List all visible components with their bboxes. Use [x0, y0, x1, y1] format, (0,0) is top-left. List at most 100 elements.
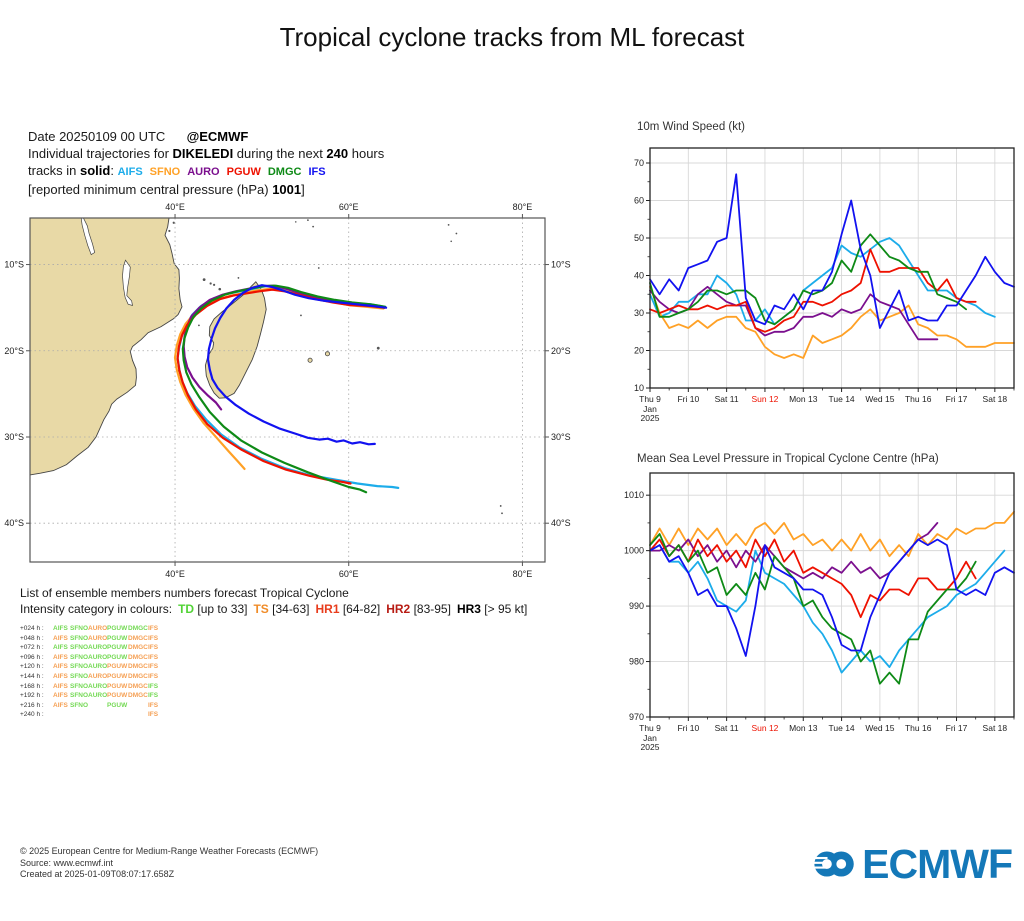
- intensity-range: [64-82]: [339, 602, 381, 616]
- tick-label: 20°S: [4, 346, 24, 356]
- x-tick-sun-12: Sun 12: [751, 394, 778, 404]
- model-label-ifs: IFS: [308, 166, 326, 178]
- ecmwf-logo-text: ECMWF: [862, 840, 1013, 887]
- tick-label: 2025: [641, 413, 660, 423]
- legend-cell: AURO: [88, 682, 108, 690]
- series-pguw: [649, 248, 977, 333]
- legend-row: +144 h : AIFS SFNOAUROPGUWDMGCIFS: [20, 672, 527, 682]
- model-name-list: AIFS SFNO AURO PGUW DMGC IFS: [118, 163, 333, 178]
- series-dmgc: [649, 233, 968, 326]
- legend-cell: AIFS: [53, 672, 68, 680]
- lead-time-label: +240 h :: [20, 711, 44, 719]
- x-tick-tue-14: Tue 14: [829, 394, 855, 404]
- legend-cell: [128, 701, 148, 711]
- legend-cell: SFNO: [70, 682, 89, 690]
- wind-speed-chart: 10m Wind Speed (kt) 10 20 30 40 50 60 70 Thu 9Ja…: [634, 121, 1015, 423]
- x-tick-thu-16: Thu 16: [905, 394, 932, 404]
- legend-cell: IFS: [148, 644, 159, 652]
- legend-cell: PGUW: [107, 625, 128, 632]
- series-pguw: [649, 538, 977, 619]
- x-tick-thu-9: Thu 9: [639, 723, 661, 733]
- series-ifs: [649, 173, 1015, 329]
- tick-label: 20°S: [551, 346, 571, 356]
- model-label-auro: AURO: [187, 166, 220, 178]
- legend-cell: AIFS: [53, 663, 68, 671]
- legend-cell: PGUW: [107, 653, 128, 661]
- x-tick-sat-18: Sat 18: [983, 394, 1008, 404]
- legend-row: +048 h : AIFS SFNOAUROPGUWDMGCIFS: [20, 634, 527, 644]
- track-auro: [182, 284, 386, 411]
- lead-time-label: +168 h :: [20, 682, 44, 690]
- series-ifs: [649, 538, 1015, 657]
- tick-label: 60: [634, 196, 644, 206]
- legend-row: +120 h : AIFS SFNOAUROPGUWDMGCIFS: [20, 662, 527, 672]
- legend-cell: IFS: [148, 634, 159, 642]
- ensemble-legend: List of ensemble members numbers forecas…: [20, 586, 527, 720]
- tick-label: 70: [634, 158, 644, 168]
- x-tick-sat-11: Sat 11: [715, 723, 739, 733]
- mslp-chart: Mean Sea Level Pressure in Tropical Cycl…: [624, 453, 1015, 752]
- x-tick-wed-15: Wed 15: [865, 723, 894, 733]
- intensity-range: [up to 33]: [194, 602, 248, 616]
- legend-cell: PGUW: [107, 644, 128, 652]
- series-aifs: [649, 544, 1006, 674]
- legend-cell: IFS: [148, 711, 159, 719]
- legend-cell: AIFS: [53, 653, 68, 661]
- x-tick-mon-13: Mon 13: [789, 723, 818, 733]
- legend-cell: IFS: [148, 663, 159, 671]
- legend-row: +168 h : AIFS SFNOAUROPGUWDMGCIFS: [20, 682, 527, 692]
- legend-cell: IFS: [148, 653, 159, 661]
- x-tick-fri-10: Fri 10: [677, 723, 699, 733]
- storm-name: DIKELEDI: [172, 146, 234, 161]
- legend-cell: DMGC: [128, 634, 148, 642]
- copyright-line: © 2025 European Centre for Medium-Range …: [20, 846, 319, 856]
- legend-cell: PGUW: [107, 634, 128, 642]
- model-label-sfno: SFNO: [149, 166, 181, 178]
- tick-label: 40°S: [551, 518, 571, 528]
- intensity-cat-hr3: HR3: [456, 602, 481, 616]
- legend-cell: IFS: [148, 692, 159, 700]
- legend-cell: AIFS: [53, 634, 68, 642]
- legend-row: +096 h : AIFS SFNOAUROPGUWDMGCIFS: [20, 653, 527, 663]
- x-tick-sat-11: Sat 11: [715, 394, 739, 404]
- legend-cell: AIFS: [53, 682, 68, 690]
- legend-row: +240 h : IFS: [20, 710, 527, 720]
- legend-cell: PGUW: [107, 672, 128, 680]
- footer: © 2025 European Centre for Medium-Range …: [20, 846, 318, 881]
- lead-time-label: +192 h :: [20, 692, 44, 700]
- tick-label: 20: [634, 346, 644, 356]
- legend-cell: DMGC: [128, 692, 148, 700]
- intensity-cat-hr2: HR2: [386, 602, 411, 616]
- legend-cell: AURO: [88, 625, 108, 632]
- tick-label: 40°E: [165, 569, 185, 579]
- legend-cell: SFNO: [70, 663, 89, 671]
- legend-cell: AURO: [88, 672, 108, 680]
- legend-cell: SFNO: [70, 692, 89, 700]
- tick-label: Jan: [643, 404, 657, 414]
- series-sfno: [649, 285, 1015, 359]
- ecmwf-tag: @ECMWF: [186, 129, 249, 144]
- legend-cell: AURO: [88, 692, 108, 700]
- legend-cell: DMGC: [128, 672, 148, 680]
- model-label-aifs: AIFS: [117, 166, 143, 178]
- chart-title: Mean Sea Level Pressure in Tropical Cycl…: [637, 453, 939, 465]
- tick-label: 10°S: [4, 260, 24, 270]
- legend-cell: DMGC: [128, 653, 148, 661]
- x-tick-mon-13: Mon 13: [789, 394, 818, 404]
- ecmwf-logo-icon: [812, 851, 854, 877]
- tick-label: 80°E: [513, 202, 533, 212]
- intensity-range: [> 95 kt]: [480, 602, 528, 616]
- intensity-range: [34-63]: [268, 602, 310, 616]
- forecast-header: Date 20250109 00 UTC @ECMWF Individual t…: [28, 128, 384, 198]
- intensity-cat-ts: TS: [253, 602, 269, 616]
- header-models-line: tracks in solid: AIFS SFNO AURO PGUW DMGC IFS: [28, 162, 384, 181]
- x-tick-sun-12: Sun 12: [751, 723, 778, 733]
- legend-cell: SFNO: [70, 644, 89, 652]
- intensity-cat-td: TD: [178, 602, 195, 616]
- tick-label: 40: [634, 271, 644, 281]
- source-line: Source: www.ecmwf.int: [20, 857, 114, 868]
- tick-label: 30: [634, 308, 644, 318]
- series-auro: [649, 285, 939, 341]
- legend-cell: DMGC: [128, 663, 148, 671]
